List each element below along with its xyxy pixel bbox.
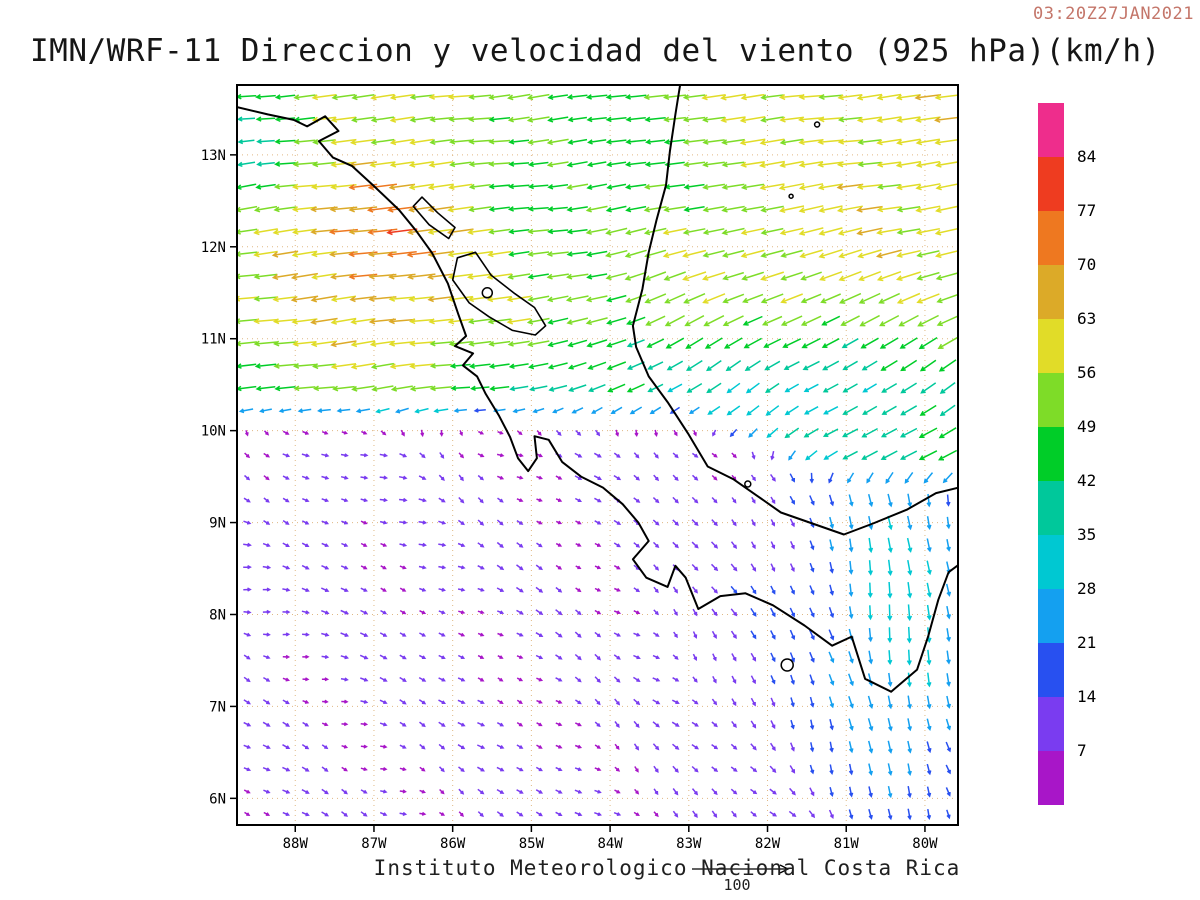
svg-text:88W: 88W xyxy=(283,836,309,852)
svg-text:86W: 86W xyxy=(440,836,466,852)
svg-text:80W: 80W xyxy=(912,836,938,852)
colorbar xyxy=(1038,103,1064,805)
svg-text:82W: 82W xyxy=(755,836,781,852)
svg-text:85W: 85W xyxy=(519,836,545,852)
svg-text:28: 28 xyxy=(1077,579,1096,598)
chart-title: IMN/WRF-11 Direccion y velocidad del vie… xyxy=(30,33,1161,69)
svg-text:12N: 12N xyxy=(201,240,226,256)
axis-ticks xyxy=(230,154,926,832)
svg-text:70: 70 xyxy=(1077,255,1096,274)
svg-text:56: 56 xyxy=(1077,363,1096,382)
svg-text:7N: 7N xyxy=(209,699,226,715)
svg-text:14: 14 xyxy=(1077,687,1096,706)
svg-text:7: 7 xyxy=(1077,741,1087,760)
run-timestamp: 03:20Z27JAN2021 xyxy=(1032,4,1194,24)
svg-text:83W: 83W xyxy=(676,836,702,852)
longitude-labels: 88W 87W 86W 85W 84W 83W 82W 81W 80W xyxy=(283,836,939,852)
svg-text:8N: 8N xyxy=(209,607,226,623)
svg-text:63: 63 xyxy=(1077,309,1096,328)
plot-border xyxy=(236,84,959,826)
svg-text:9N: 9N xyxy=(209,516,226,532)
latitude-labels: 6N 7N 8N 9N 10N 11N 12N 13N xyxy=(201,148,226,807)
reference-vector-label: 100 xyxy=(723,876,751,894)
colorbar-labels: 7 14 21 28 35 42 49 56 63 70 77 84 xyxy=(1077,147,1096,760)
coastline-map xyxy=(237,85,958,693)
svg-text:84: 84 xyxy=(1077,147,1096,166)
svg-text:42: 42 xyxy=(1077,471,1096,490)
svg-text:87W: 87W xyxy=(361,836,387,852)
reference-vector-arrow xyxy=(692,864,790,874)
footer-credit: Instituto Meteorologico Nacional Costa R… xyxy=(373,856,961,880)
svg-text:21: 21 xyxy=(1077,633,1096,652)
svg-text:84W: 84W xyxy=(597,836,623,852)
svg-text:77: 77 xyxy=(1077,201,1096,220)
svg-text:10N: 10N xyxy=(201,424,226,440)
svg-text:81W: 81W xyxy=(834,836,860,852)
svg-text:13N: 13N xyxy=(201,148,226,164)
svg-text:49: 49 xyxy=(1077,417,1096,436)
svg-text:35: 35 xyxy=(1077,525,1096,544)
svg-text:11N: 11N xyxy=(201,332,226,348)
svg-text:6N: 6N xyxy=(209,791,226,807)
wind-vector-field xyxy=(237,93,958,821)
